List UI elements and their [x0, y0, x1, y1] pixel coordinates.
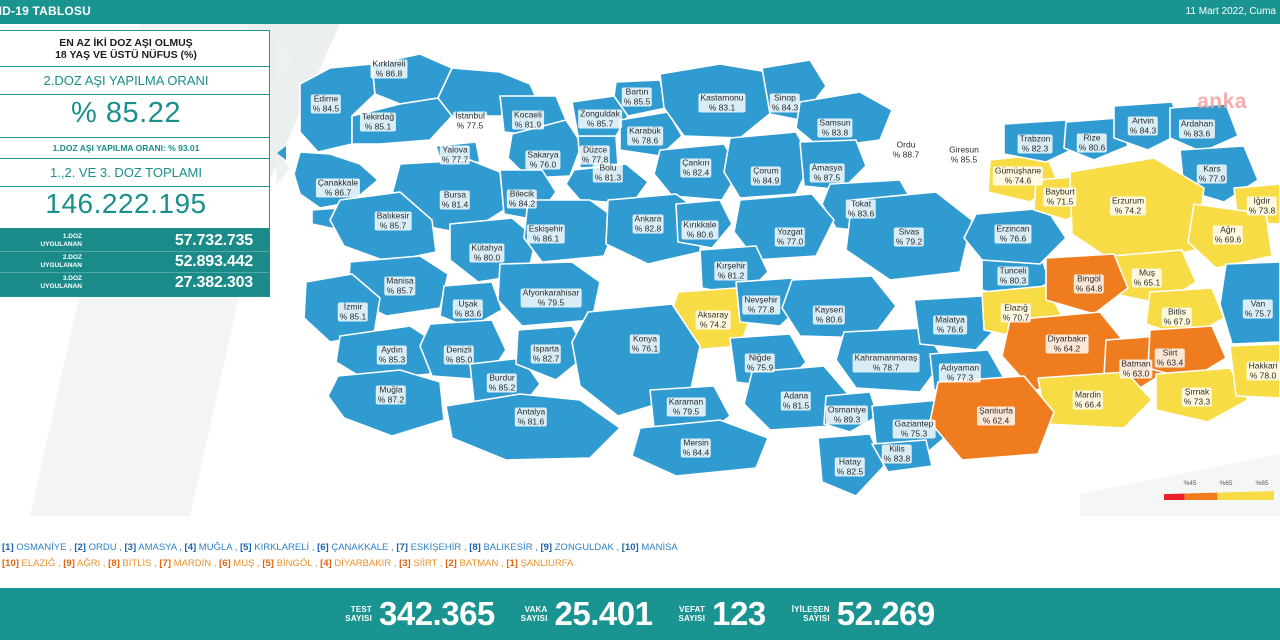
province-erzincan[interactable] — [963, 207, 1067, 265]
legend-gradient-bar — [1164, 491, 1274, 500]
dose-row-label: 3.DOZ UYGULANAN — [40, 275, 82, 290]
stat-value: 342.365 — [379, 595, 495, 632]
dose2-rate-title: 2.DOZ AŞI YAPILMA ORANI — [0, 67, 269, 95]
province-osmaniye[interactable] — [823, 391, 879, 433]
dose-breakdown-table: 1.DOZ UYGULANAN 57.732.735 2.DOZ UYGULANAN 52… — [0, 229, 269, 296]
note-row-highest: [1] OSMANİYE , [2] ORDU , [3] AMASYA , [… — [2, 542, 678, 553]
province-sivas[interactable] — [845, 191, 973, 281]
stat-label: TEST SAYISI — [345, 605, 372, 623]
province-sanliurfa[interactable] — [929, 375, 1055, 461]
province-yozgat[interactable] — [733, 193, 835, 261]
dose1-rate-line: 1.DOZ AŞI YAPILMA ORANI: % 93.01 — [0, 138, 269, 159]
vaccination-summary-card: EN AZ İKİ DOZ AŞI OLMUŞ 18 YAŞ VE ÜSTÜ N… — [0, 30, 270, 297]
note-index: [3] — [399, 558, 411, 569]
card-pointer-blue — [277, 146, 286, 160]
app-header: COVID-19 TABLOSU 11 Mart 2022, Cuma — [0, 0, 1280, 24]
province-bingol[interactable] — [1045, 253, 1129, 315]
province-tekirdag[interactable] — [351, 97, 453, 145]
note-index: [4] — [184, 542, 197, 553]
province-samsun[interactable] — [795, 91, 893, 149]
stat-label: VAKA SAYISI — [520, 605, 548, 623]
province-kayseri[interactable] — [781, 275, 897, 339]
province-antalya[interactable] — [445, 393, 621, 461]
total-doses-value: 146.222.195 — [0, 187, 269, 229]
note-row-lowest: [10] ELAZIĞ , [9] AĞRI , [8] BİTLİS , [7… — [2, 558, 574, 569]
note-index: [9] — [63, 558, 75, 569]
note-index: [6] — [219, 558, 231, 569]
header-date: 11 Mart 2022, Cuma — [1185, 6, 1276, 17]
note-index: [1] — [506, 558, 518, 569]
stat-value: 123 — [712, 595, 766, 632]
ranking-notes: [1] OSMANİYE , [2] ORDU , [3] AMASYA , [… — [0, 540, 1280, 572]
note-index: [10] — [2, 558, 19, 569]
legend-color-scale: %45 %65 %85 — [1164, 480, 1274, 500]
dose-row-value: 52.893.442 — [174, 253, 253, 270]
stat-item: VAKA SAYISI 25.401 — [521, 595, 653, 633]
province-kirikkale[interactable] — [675, 199, 733, 249]
province-mersin[interactable] — [631, 419, 769, 477]
province-eskisehir[interactable] — [523, 199, 619, 263]
note-index: [3] — [124, 542, 137, 553]
province-afyonkarahisar[interactable] — [497, 261, 601, 327]
card-pointer-large — [276, 34, 294, 82]
dose-row: 3.DOZ UYGULANAN 27.382.303 — [0, 273, 269, 293]
dose-row-value: 57.732.735 — [174, 232, 253, 249]
dose-row-value: 27.382.303 — [174, 274, 253, 291]
note-index: [1] — [2, 542, 14, 553]
dose-row-label: 2.DOZ UYGULANAN — [40, 254, 82, 269]
dose-row-label: 1.DOZ UYGULANAN — [40, 233, 82, 248]
total-doses-title: 1.,2. VE 3. DOZ TOPLAMI — [0, 159, 269, 187]
dose-row: 1.DOZ UYGULANAN 57.732.735 — [0, 231, 269, 252]
note-index: [7] — [396, 542, 408, 553]
card-heading: EN AZ İKİ DOZ AŞI OLMUŞ 18 YAŞ VE ÜSTÜ N… — [0, 31, 269, 67]
note-index: [9] — [540, 542, 553, 553]
card-heading-line1: EN AZ İKİ DOZ AŞI OLMUŞ — [59, 37, 193, 49]
province-hakkari[interactable] — [1229, 343, 1280, 399]
province-van[interactable] — [1219, 261, 1280, 345]
note-index: [7] — [159, 558, 172, 569]
daily-stats-bar: TEST SAYISI 342.365 VAKA SAYISI 25.401 VEFAT SA… — [0, 588, 1280, 640]
province-mugla[interactable] — [327, 369, 445, 437]
stat-label: VEFAT SAYISI — [678, 605, 706, 623]
legend-tick-85: %85 — [1255, 480, 1269, 487]
province-agri[interactable] — [1187, 203, 1273, 269]
note-index: [4] — [320, 558, 332, 569]
stat-item: İYİLEŞEN SAYISI 52.269 — [792, 595, 935, 633]
stat-label: İYİLEŞEN SAYISI — [791, 605, 830, 623]
stat-item: TEST SAYISI 342.365 — [345, 595, 495, 633]
stat-value: 52.269 — [836, 595, 935, 632]
note-index: [8] — [108, 558, 120, 569]
dose2-rate-value: % 85.22 — [0, 95, 269, 138]
legend-tick-45: %45 — [1183, 480, 1197, 487]
note-index: [2] — [445, 558, 457, 569]
card-heading-line2: 18 YAŞ VE ÜSTÜ NÜFUS (%) — [55, 49, 197, 61]
stat-item: VEFAT SAYISI 123 — [678, 595, 766, 633]
dose-row: 2.DOZ UYGULANAN 52.893.442 — [0, 252, 269, 273]
note-index: [6] — [317, 542, 329, 553]
province-kastamonu[interactable] — [659, 63, 773, 139]
province-duzce[interactable] — [577, 135, 619, 169]
note-index: [5] — [262, 558, 274, 569]
stat-value: 25.401 — [554, 595, 653, 632]
note-index: [5] — [239, 542, 252, 553]
province-corum[interactable] — [723, 131, 813, 199]
note-index: [8] — [469, 542, 481, 553]
note-index: [10] — [621, 542, 639, 553]
anka-watermark: anka — [1197, 90, 1247, 113]
page-title: COVID-19 TABLOSU — [0, 4, 91, 18]
note-index: [2] — [74, 542, 86, 553]
legend-tick-65: %65 — [1219, 480, 1233, 487]
